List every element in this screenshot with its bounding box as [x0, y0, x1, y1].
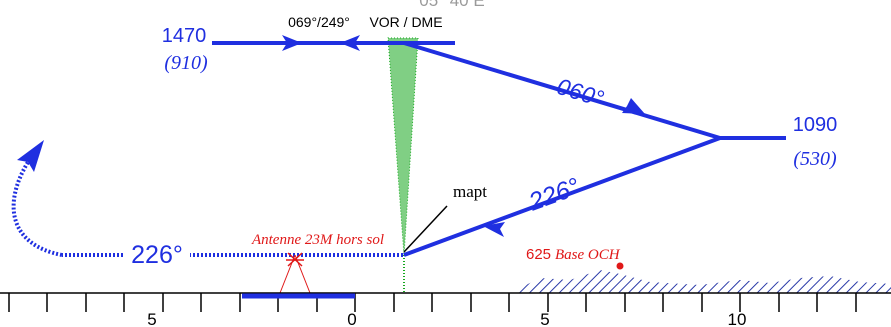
header-fragment: 05° 40 E [419, 0, 484, 10]
course-outbound: 060° [554, 73, 607, 112]
scale-label: 10 [728, 310, 747, 327]
mapt-leader [403, 205, 448, 253]
facility-label: VOR / DME [369, 14, 442, 30]
height-left: (910) [164, 52, 208, 74]
missed-approach-track [11, 140, 403, 257]
distance-scale [0, 292, 891, 312]
altitude-right: 1090 [793, 114, 838, 136]
mapt-label: mapt [453, 182, 487, 201]
top-track [212, 35, 455, 51]
och-value: 625 [526, 246, 551, 263]
arrow-icon [483, 222, 505, 237]
outbound-leg [403, 41, 786, 140]
och-point [616, 262, 624, 270]
antenna-icon [279, 252, 311, 294]
inbound-leg [403, 136, 721, 257]
arrow-up-icon [17, 140, 44, 172]
arrow-right-icon [282, 35, 302, 51]
och-label: Base OCH [555, 247, 621, 263]
arrow-left-icon [340, 35, 360, 51]
scale-label: 5 [147, 310, 156, 327]
scale-label: 0 [347, 310, 356, 327]
altitude-left: 1470 [162, 25, 207, 47]
terrain-profile [510, 270, 891, 293]
vor-cone [387, 37, 419, 293]
radials-label: 069°/249° [288, 14, 350, 30]
arrow-icon [622, 98, 645, 114]
course-missed: 226° [131, 241, 183, 269]
height-right: (530) [793, 148, 837, 170]
course-inbound: 226° [524, 172, 583, 216]
scale-label: 5 [540, 310, 549, 327]
antenna-label: Antenne 23M hors sol [251, 232, 384, 248]
